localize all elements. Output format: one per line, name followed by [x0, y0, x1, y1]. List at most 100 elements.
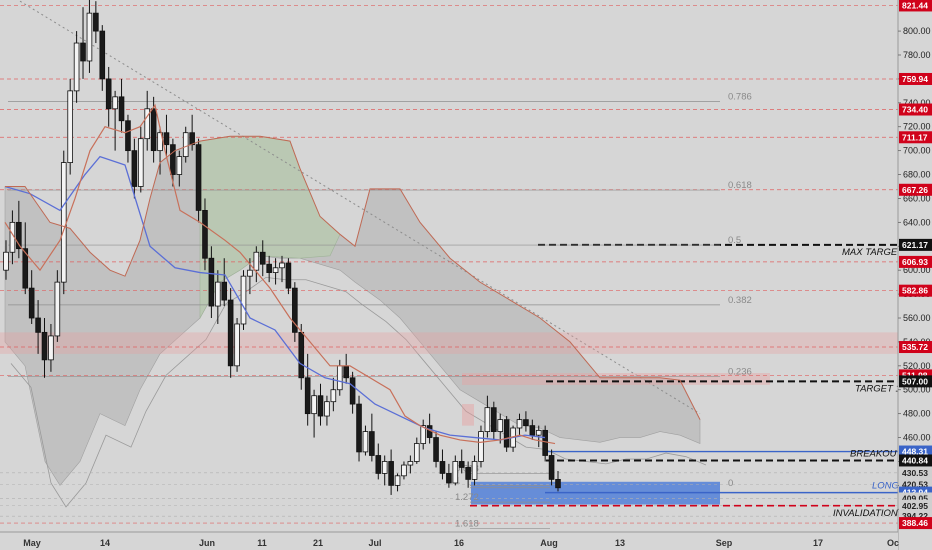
candle-body[interactable]	[208, 257, 215, 307]
candle-body[interactable]	[221, 281, 228, 301]
candle-body[interactable]	[484, 407, 491, 432]
candle-body[interactable]	[497, 419, 504, 432]
candle-body[interactable]	[137, 138, 144, 187]
candle-body[interactable]	[349, 377, 356, 405]
candle-body[interactable]	[369, 431, 375, 456]
price-tag[interactable]: 440.84	[899, 454, 932, 467]
candle-body[interactable]	[125, 120, 131, 152]
candle-body[interactable]	[465, 467, 471, 480]
candle-body[interactable]	[22, 248, 29, 289]
candle-body[interactable]	[60, 162, 67, 283]
candle-body[interactable]	[542, 429, 548, 456]
candle-body[interactable]	[516, 419, 523, 429]
candle-body[interactable]	[118, 96, 125, 122]
candle-body[interactable]	[247, 269, 253, 277]
candle-body[interactable]	[413, 443, 420, 462]
candle-body[interactable]	[99, 30, 106, 80]
candle-body[interactable]	[292, 287, 298, 333]
target-zone[interactable]	[462, 372, 770, 385]
candle-body[interactable]	[375, 455, 382, 474]
candle-body[interactable]	[170, 144, 176, 175]
price-tag[interactable]: 507.00	[899, 375, 932, 388]
candle-body[interactable]	[240, 275, 247, 325]
candle-body[interactable]	[452, 461, 459, 484]
candle-body[interactable]	[523, 419, 529, 426]
candle-body[interactable]	[394, 475, 401, 486]
candle-body[interactable]	[304, 377, 311, 415]
candle-body[interactable]	[189, 132, 195, 146]
candle-body[interactable]	[439, 461, 446, 474]
candle-body[interactable]	[80, 42, 86, 62]
candle-body[interactable]	[195, 144, 202, 211]
candle-body[interactable]	[48, 335, 54, 361]
candle-body[interactable]	[234, 323, 240, 367]
candle-body[interactable]	[86, 12, 93, 62]
candle-body[interactable]	[491, 407, 497, 432]
price-tag[interactable]: 711.17	[899, 131, 932, 144]
candle-body[interactable]	[28, 287, 35, 319]
candle-body[interactable]	[259, 251, 266, 265]
price-tag[interactable]: 402.95	[899, 499, 932, 512]
price-tag[interactable]: 621.17	[899, 238, 932, 251]
candle-body[interactable]	[529, 425, 536, 436]
candle-body[interactable]	[272, 267, 279, 273]
candle-body[interactable]	[458, 461, 465, 468]
price-tag[interactable]: 582.86	[899, 284, 932, 297]
price-tag[interactable]: 430.53	[899, 466, 932, 479]
price-tag[interactable]: 734.40	[899, 103, 932, 116]
candle-body[interactable]	[182, 132, 189, 158]
candle-body[interactable]	[555, 478, 561, 489]
candle-body[interactable]	[131, 150, 138, 187]
candle-body[interactable]	[279, 262, 285, 269]
candle-body[interactable]	[381, 461, 388, 474]
candle-body[interactable]	[41, 331, 48, 361]
tenkan-line[interactable]	[4, 103, 556, 445]
candle-body[interactable]	[202, 210, 208, 259]
candle-body[interactable]	[150, 108, 157, 152]
candle-body[interactable]	[298, 331, 305, 379]
candle-body[interactable]	[266, 263, 272, 273]
candle-body[interactable]	[112, 96, 118, 110]
candle-body[interactable]	[362, 431, 369, 453]
breakout-zone[interactable]	[462, 404, 474, 426]
candle-body[interactable]	[330, 389, 337, 403]
candle-body[interactable]	[336, 365, 343, 391]
candle-body[interactable]	[215, 281, 221, 307]
candle-body[interactable]	[285, 262, 292, 289]
candle-body[interactable]	[253, 251, 260, 271]
candle-body[interactable]	[343, 365, 349, 379]
candle-body[interactable]	[35, 317, 41, 333]
price-axis[interactable]: 800.00780.00760.00740.00720.00700.00680.…	[897, 0, 932, 550]
price-tag[interactable]: 821.44	[899, 0, 932, 12]
candle-body[interactable]	[163, 132, 170, 146]
candle-body[interactable]	[93, 12, 99, 32]
resistance-zone[interactable]	[0, 332, 898, 354]
price-tag[interactable]: 606.93	[899, 255, 932, 268]
candle-body[interactable]	[388, 461, 394, 486]
candle-body[interactable]	[420, 425, 427, 444]
candle-body[interactable]	[407, 461, 414, 466]
candle-body[interactable]	[471, 461, 478, 480]
candle-body[interactable]	[503, 419, 510, 448]
candle-body[interactable]	[105, 78, 112, 110]
candle-body[interactable]	[73, 42, 80, 92]
candle-body[interactable]	[535, 429, 542, 436]
price-tag[interactable]: 535.72	[899, 341, 932, 354]
price-tag[interactable]: 759.94	[899, 72, 932, 85]
candle-body[interactable]	[3, 251, 9, 271]
candle-body[interactable]	[144, 108, 151, 140]
price-tag[interactable]: 667.26	[899, 183, 932, 196]
price-tag[interactable]: 388.46	[899, 517, 932, 530]
candle-body[interactable]	[433, 437, 439, 462]
candle-body[interactable]	[54, 281, 61, 337]
time-axis[interactable]: May 14 Jun 11 21 Jul 16 Aug 13 Sep 17 Oc	[0, 531, 899, 550]
candle-body[interactable]	[478, 431, 484, 462]
candle-body[interactable]	[227, 299, 234, 367]
candle-body[interactable]	[356, 403, 362, 453]
candle-body[interactable]	[401, 464, 407, 477]
candle-body[interactable]	[317, 395, 324, 417]
candle-body[interactable]	[446, 473, 452, 484]
candle-body[interactable]	[324, 401, 330, 417]
candle-body[interactable]	[548, 455, 555, 480]
